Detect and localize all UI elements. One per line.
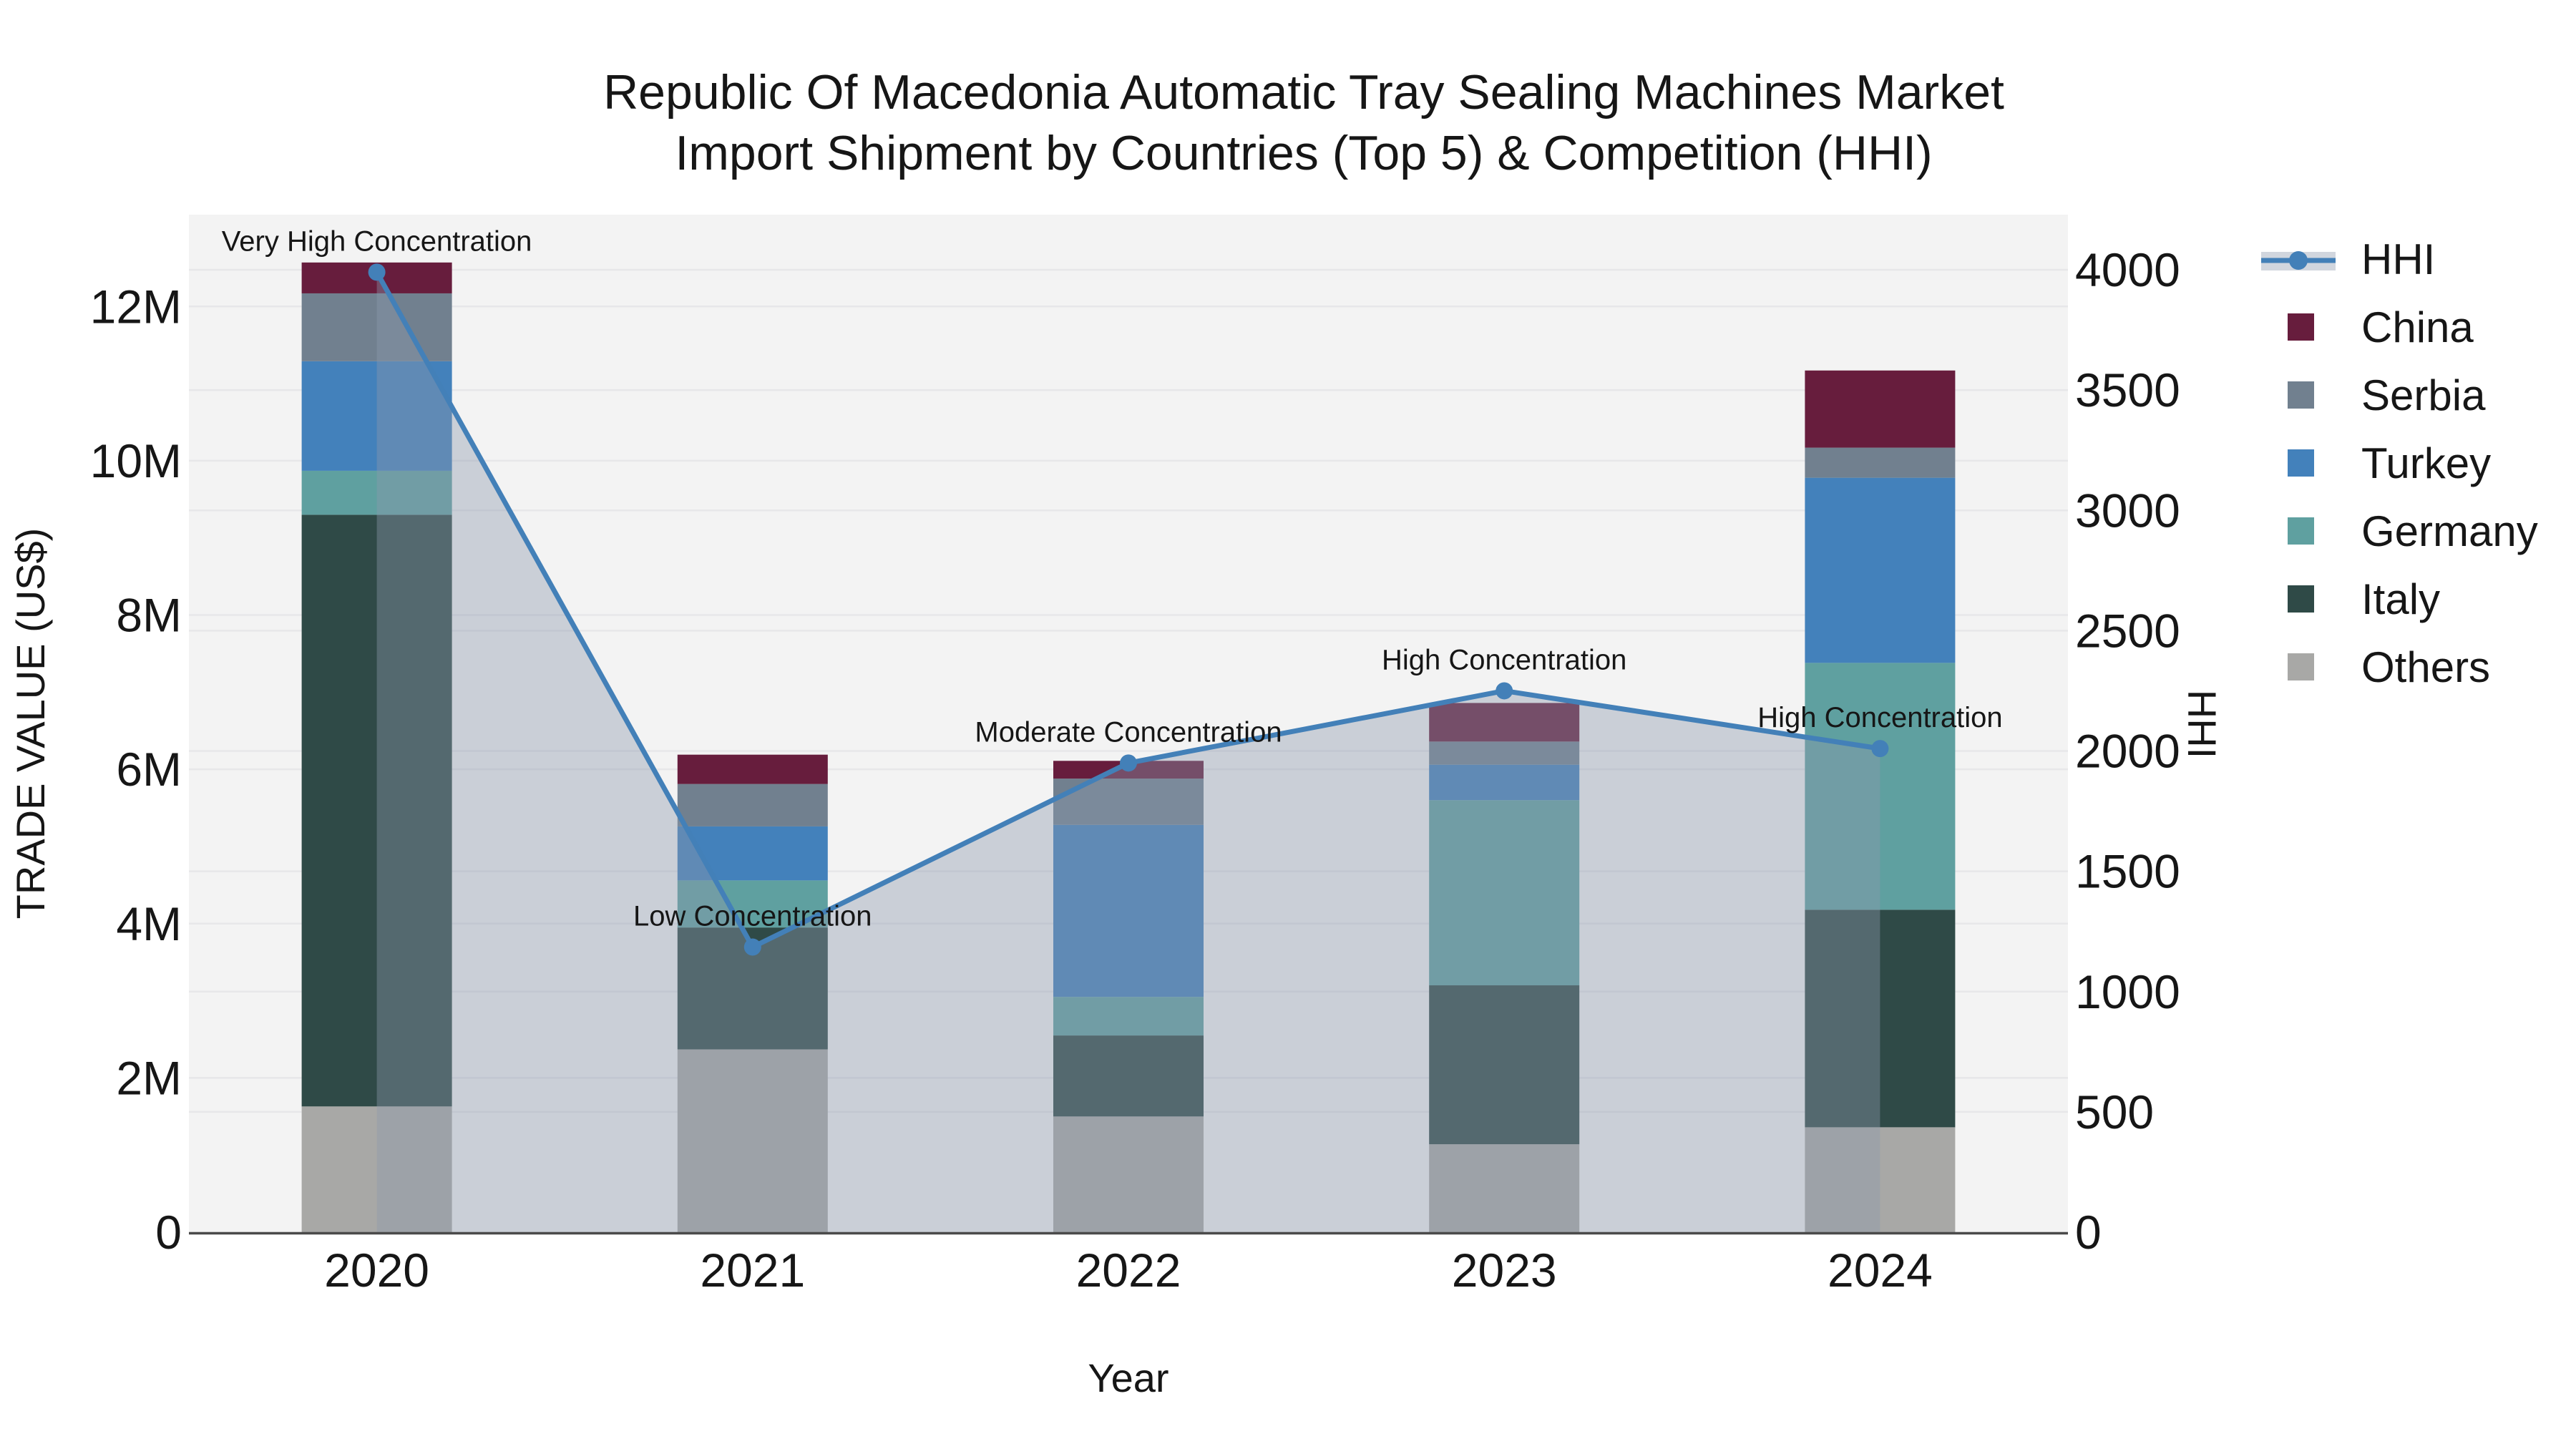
chart-title-line2: Import Shipment by Countries (Top 5) & C… bbox=[675, 126, 1932, 180]
bar-segment-germany-2020[interactable] bbox=[301, 470, 452, 515]
y-right-tick-3500: 3500 bbox=[2075, 364, 2180, 416]
bar-segment-turkey-2022[interactable] bbox=[1053, 824, 1204, 997]
y-left-tick-6M: 6M bbox=[116, 743, 182, 796]
y-left-tick-2M: 2M bbox=[116, 1051, 182, 1104]
bar-segment-italy-2023[interactable] bbox=[1429, 985, 1580, 1145]
hhi-marker-2021[interactable] bbox=[743, 938, 761, 956]
y-right-tick-1500: 1500 bbox=[2075, 845, 2180, 898]
legend-item-china[interactable]: China bbox=[2288, 303, 2474, 351]
legend-item-serbia[interactable]: Serbia bbox=[2288, 371, 2486, 419]
legend-item-italy[interactable]: Italy bbox=[2288, 575, 2440, 623]
bar-segment-italy-2024[interactable] bbox=[1805, 909, 1956, 1128]
hhi-marker-2022[interactable] bbox=[1120, 754, 1137, 772]
y-right-tick-3000: 3000 bbox=[2075, 484, 2180, 537]
y-right-tick-2000: 2000 bbox=[2075, 725, 2180, 778]
bar-segment-others-2022[interactable] bbox=[1053, 1116, 1204, 1232]
legend-swatch-germany bbox=[2288, 517, 2314, 545]
hhi-marker-2024[interactable] bbox=[1871, 740, 1889, 758]
hhi-marker-2020[interactable] bbox=[368, 263, 386, 281]
y-left-tick-10M: 10M bbox=[90, 434, 182, 487]
legend-hhi-marker-swatch bbox=[2289, 251, 2308, 270]
y-right-tick-2500: 2500 bbox=[2075, 604, 2180, 657]
y-right-tick-0: 0 bbox=[2075, 1206, 2102, 1259]
y-right-axis-title: HHI bbox=[2180, 690, 2225, 758]
legend-swatch-others bbox=[2288, 653, 2314, 680]
hhi-area-fill bbox=[376, 272, 1880, 1233]
x-tick-2023: 2023 bbox=[1452, 1244, 1557, 1297]
x-tick-2024: 2024 bbox=[1828, 1244, 1933, 1297]
legend-item-turkey[interactable]: Turkey bbox=[2288, 439, 2491, 487]
x-tick-2021: 2021 bbox=[700, 1244, 805, 1297]
legend-label-turkey: Turkey bbox=[2361, 439, 2491, 487]
bar-segment-serbia-2021[interactable] bbox=[677, 784, 828, 826]
legend-item-others[interactable]: Others bbox=[2288, 643, 2490, 691]
legend: HHI China Serbia Turkey Germany Italy Others bbox=[2261, 235, 2538, 691]
legend-swatch-italy bbox=[2288, 585, 2314, 613]
annotation-2024: High Concentration bbox=[1757, 702, 2002, 733]
y-right-tick-500: 500 bbox=[2075, 1085, 2154, 1138]
annotation-2022: Moderate Concentration bbox=[975, 716, 1282, 748]
bar-segment-germany-2021[interactable] bbox=[677, 880, 828, 928]
bar-segment-germany-2023[interactable] bbox=[1429, 800, 1580, 986]
bar-segment-china-2021[interactable] bbox=[677, 754, 828, 784]
bar-segment-germany-2022[interactable] bbox=[1053, 997, 1204, 1036]
x-tick-2020: 2020 bbox=[324, 1244, 429, 1297]
legend-swatch-turkey bbox=[2288, 449, 2314, 477]
y-left-tick-0: 0 bbox=[155, 1206, 182, 1259]
annotation-2020: Very High Concentration bbox=[222, 225, 532, 257]
x-tick-2022: 2022 bbox=[1076, 1244, 1181, 1297]
legend-swatch-serbia bbox=[2288, 381, 2314, 409]
legend-label-china: China bbox=[2361, 303, 2474, 351]
legend-swatch-china bbox=[2288, 313, 2314, 341]
bar-segment-china-2024[interactable] bbox=[1805, 370, 1956, 448]
legend-label-serbia: Serbia bbox=[2361, 371, 2486, 419]
bar-segment-turkey-2024[interactable] bbox=[1805, 477, 1956, 663]
y-left-tick-4M: 4M bbox=[116, 897, 182, 950]
bar-segment-others-2020[interactable] bbox=[301, 1106, 452, 1232]
x-axis-title: Year bbox=[1088, 1355, 1169, 1400]
y-left-tick-12M: 12M bbox=[90, 280, 182, 333]
y-right-tick-1000: 1000 bbox=[2075, 965, 2180, 1018]
y-right-tick-4000: 4000 bbox=[2075, 243, 2180, 296]
bar-segment-germany-2024[interactable] bbox=[1805, 663, 1956, 910]
bar-segment-others-2023[interactable] bbox=[1429, 1144, 1580, 1232]
bar-segment-italy-2020[interactable] bbox=[301, 514, 452, 1107]
legend-label-italy: Italy bbox=[2361, 575, 2440, 623]
bar-segment-serbia-2023[interactable] bbox=[1429, 741, 1580, 765]
legend-item-germany[interactable]: Germany bbox=[2288, 507, 2538, 555]
legend-label-others: Others bbox=[2361, 643, 2490, 691]
annotation-2023: High Concentration bbox=[1382, 644, 1626, 675]
bar-segment-turkey-2023[interactable] bbox=[1429, 764, 1580, 801]
bar-segment-china-2023[interactable] bbox=[1429, 703, 1580, 742]
bar-segment-serbia-2020[interactable] bbox=[301, 293, 452, 361]
annotation-2021: Low Concentration bbox=[633, 901, 872, 932]
hhi-marker-2023[interactable] bbox=[1496, 682, 1513, 700]
legend-item-hhi[interactable]: HHI bbox=[2261, 235, 2435, 283]
y-left-axis-title: TRADE VALUE (US$) bbox=[8, 528, 53, 919]
stacked-bars bbox=[301, 262, 1956, 1232]
bar-segment-turkey-2020[interactable] bbox=[301, 361, 452, 471]
y-left-tick-8M: 8M bbox=[116, 589, 182, 642]
bar-segment-italy-2022[interactable] bbox=[1053, 1035, 1204, 1117]
legend-label-germany: Germany bbox=[2361, 507, 2538, 555]
bar-segment-others-2024[interactable] bbox=[1805, 1127, 1956, 1232]
bar-segment-serbia-2024[interactable] bbox=[1805, 447, 1956, 478]
legend-label-hhi: HHI bbox=[2361, 235, 2435, 283]
chart-title-line1: Republic Of Macedonia Automatic Tray Sea… bbox=[603, 65, 2004, 119]
bar-segment-others-2021[interactable] bbox=[677, 1049, 828, 1232]
